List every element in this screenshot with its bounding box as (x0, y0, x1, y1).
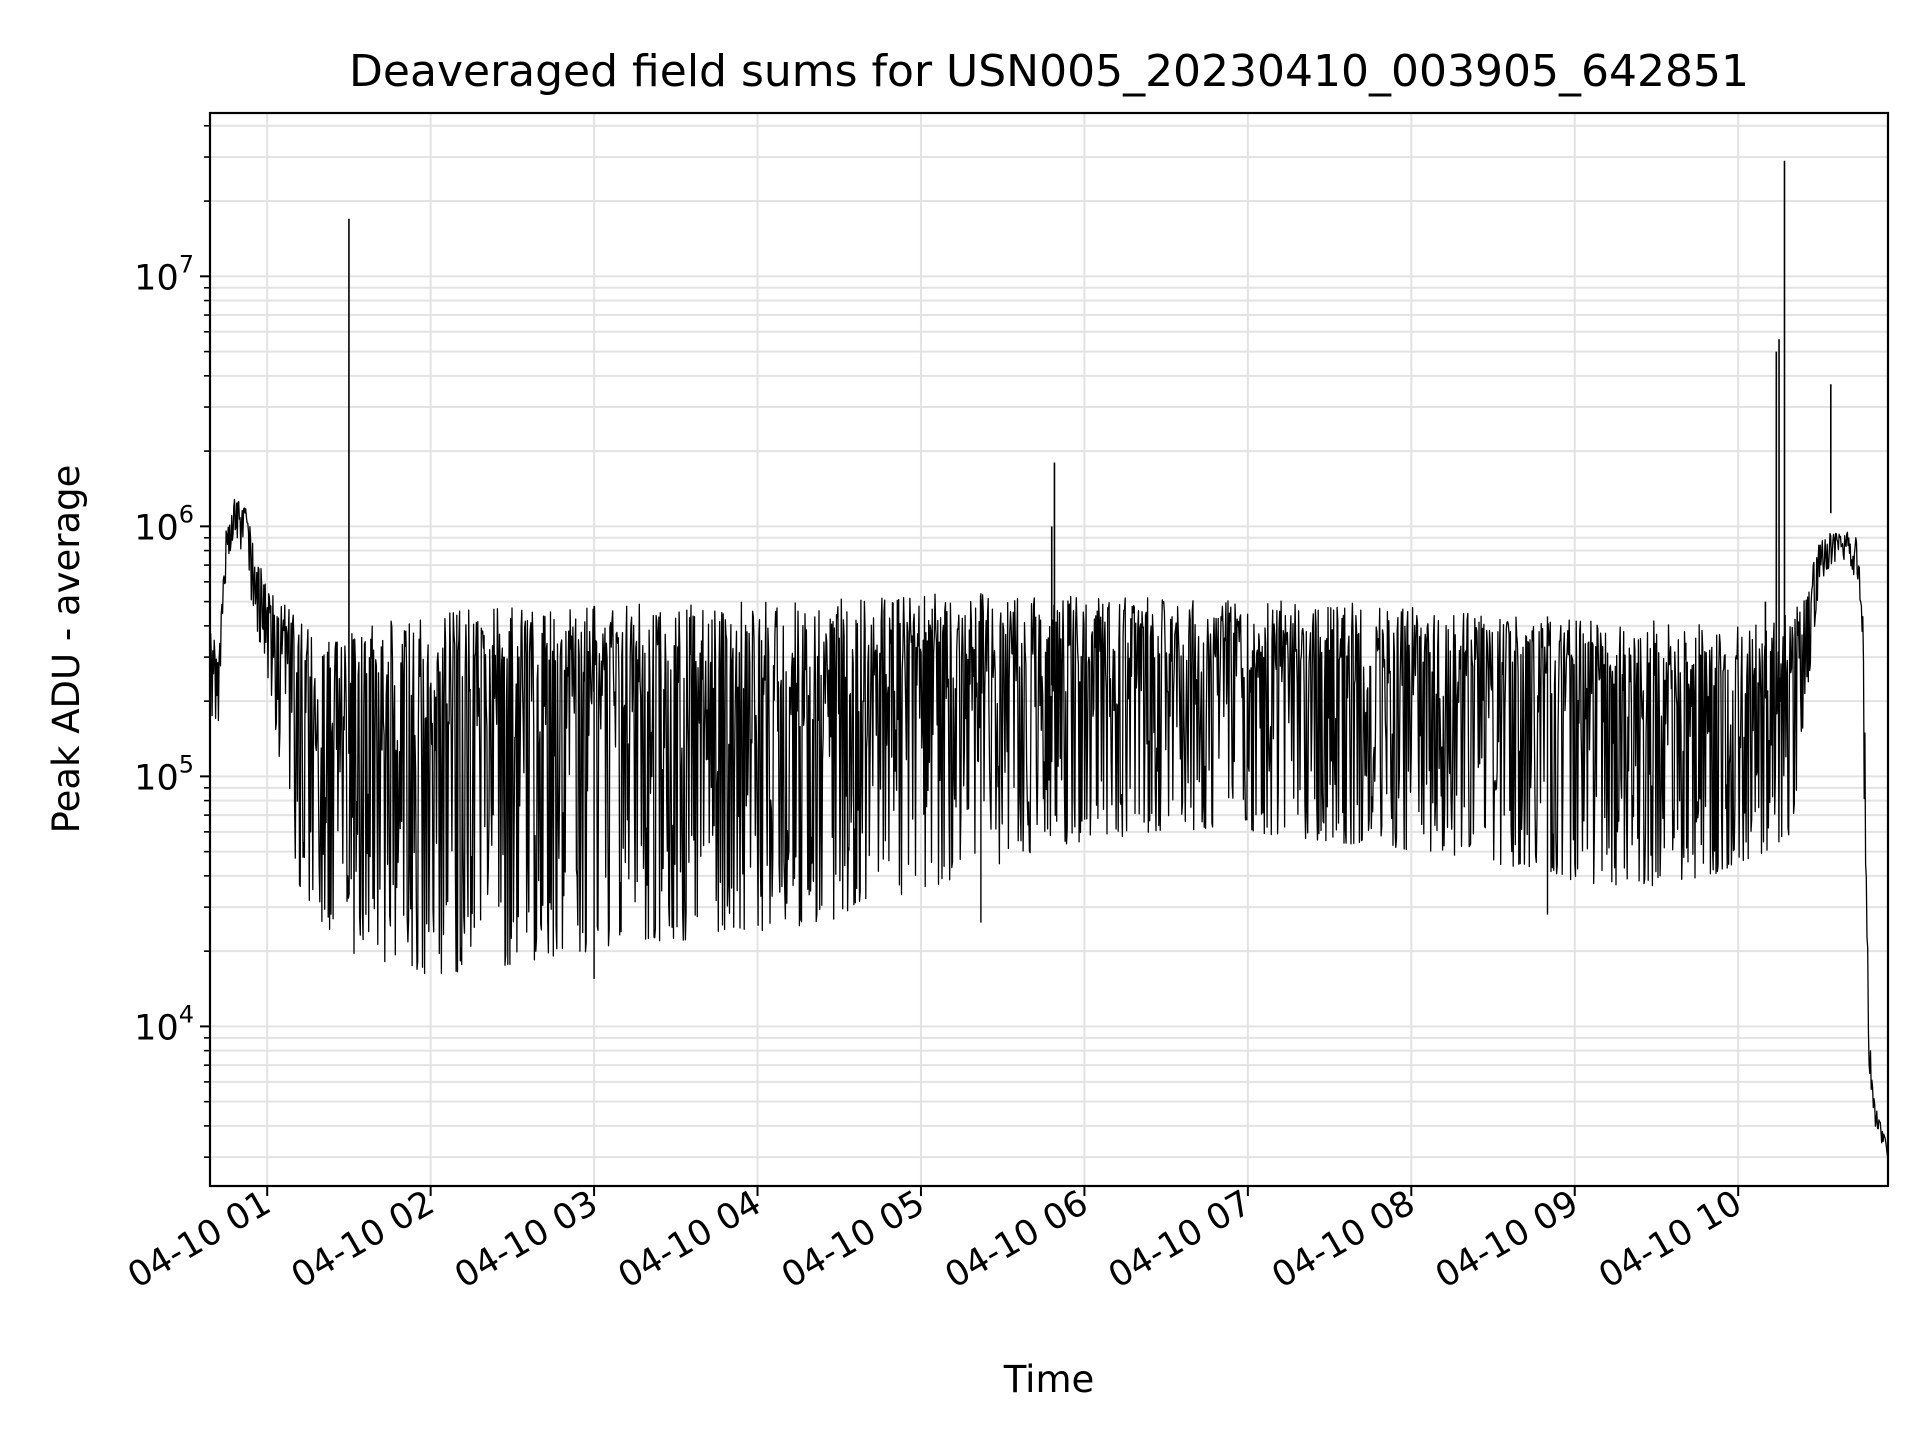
x-axis-label: Time (1003, 1358, 1095, 1401)
y-tick-label: 107 (134, 250, 194, 298)
y-tick-label: 105 (134, 750, 194, 798)
grid-lines (210, 113, 1888, 1186)
y-axis: 104 105 106 107 (134, 124, 210, 1158)
chart-title: Deaveraged field sums for USN005_2023041… (349, 46, 1749, 97)
plot-frame (208, 111, 1890, 1188)
series-peak-adu (210, 160, 1888, 1157)
y-tick-label: 104 (134, 1000, 194, 1048)
series-line (210, 498, 1888, 1157)
y-axis-label: Peak ADU - average (45, 465, 88, 834)
y-tick-label: 106 (134, 500, 194, 548)
